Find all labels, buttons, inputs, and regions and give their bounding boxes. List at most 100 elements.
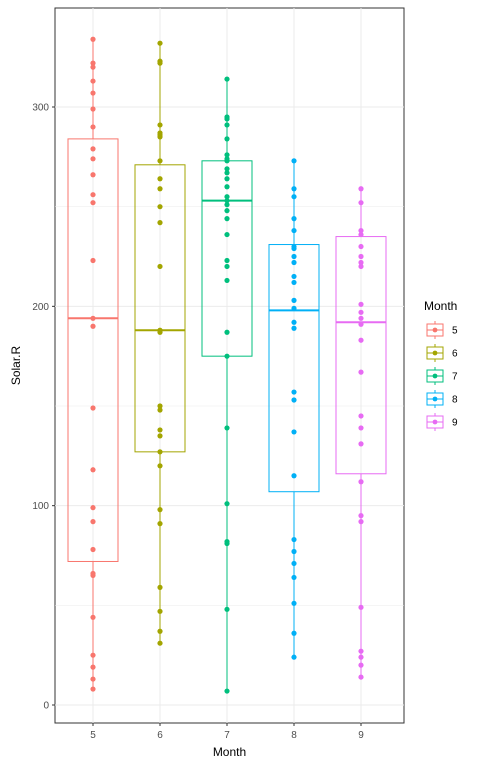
data-point (358, 263, 364, 270)
data-point (291, 253, 297, 260)
data-point (157, 122, 163, 128)
data-point (224, 277, 230, 284)
data-point (157, 220, 163, 226)
data-point (291, 245, 297, 252)
data-point (358, 513, 364, 519)
data-point (90, 614, 96, 620)
data-point (90, 192, 96, 198)
data-point (358, 259, 364, 266)
data-point (291, 473, 297, 479)
data-point (90, 90, 96, 96)
data-point (358, 243, 364, 250)
data-point (224, 176, 230, 182)
data-point (157, 329, 163, 335)
data-point (90, 519, 96, 525)
data-point (291, 158, 297, 164)
legend-item-9: 9 (424, 412, 458, 432)
box-group-month-5 (67, 36, 119, 692)
data-point (157, 186, 163, 192)
data-point (358, 604, 364, 610)
y-tick-label: 300 (32, 103, 49, 114)
data-point (157, 407, 163, 413)
data-point (291, 429, 297, 435)
data-point (291, 216, 297, 222)
data-point (291, 259, 297, 266)
data-point (157, 507, 163, 513)
data-point (291, 273, 297, 280)
data-point (90, 546, 96, 553)
data-point (224, 208, 230, 214)
legend-item-7: 7 (424, 366, 458, 386)
data-point (157, 263, 163, 270)
data-point (358, 315, 364, 321)
data-point (157, 521, 163, 527)
data-point (224, 76, 230, 82)
data-point (90, 124, 96, 130)
data-point (90, 64, 96, 70)
data-point (90, 572, 96, 579)
data-point (358, 369, 364, 375)
data-point (90, 60, 96, 66)
legend-label: 8 (452, 395, 458, 406)
axes: 0 100 200 300 5 6 7 8 9 (32, 103, 364, 742)
plot-panel (54, 7, 405, 724)
data-point (358, 519, 364, 525)
data-point (358, 301, 364, 307)
legend-item-8: 8 (424, 389, 458, 409)
data-point (291, 319, 297, 325)
data-point (224, 688, 230, 694)
legend: Month 5 6 7 8 9 (424, 299, 458, 432)
data-point (157, 584, 163, 590)
box-group-month-7 (201, 76, 253, 694)
data-point (157, 60, 163, 66)
legend-key-point (432, 373, 438, 379)
data-point (291, 536, 297, 543)
data-point (90, 686, 96, 692)
data-point (291, 397, 297, 403)
data-point (90, 156, 96, 162)
data-point (358, 337, 364, 343)
data-point (90, 467, 96, 473)
x-tick-label: 7 (224, 730, 230, 741)
data-layer (67, 36, 387, 694)
legend-key-point (432, 396, 438, 402)
data-point (157, 158, 163, 164)
data-point (358, 425, 364, 431)
legend-key-point (432, 419, 438, 425)
data-point (90, 323, 96, 329)
data-point (90, 146, 96, 152)
data-point (358, 186, 364, 192)
data-point (224, 231, 230, 238)
data-point (90, 200, 96, 206)
data-point (358, 309, 364, 315)
data-point (358, 200, 364, 206)
box-group-month-8 (268, 158, 320, 660)
data-point (157, 134, 163, 140)
data-point (224, 606, 230, 612)
data-point (224, 329, 230, 335)
data-point (358, 654, 364, 660)
data-point (291, 630, 297, 636)
data-point (224, 194, 230, 200)
data-point (224, 257, 230, 264)
data-point (90, 405, 96, 411)
data-point (157, 449, 163, 455)
data-point (224, 122, 230, 128)
data-point (291, 560, 297, 567)
data-point (157, 176, 163, 182)
x-axis-title: Month (213, 745, 246, 759)
data-point (90, 106, 96, 112)
data-point (90, 172, 96, 178)
legend-label: 9 (452, 418, 458, 429)
data-point (291, 325, 297, 331)
data-point (157, 40, 163, 46)
data-point (224, 158, 230, 164)
data-point (224, 136, 230, 142)
data-point (157, 640, 163, 646)
data-point (224, 501, 230, 507)
data-point (291, 297, 297, 303)
box-group-month-9 (335, 186, 387, 680)
data-point (157, 608, 163, 614)
data-point (90, 36, 96, 42)
